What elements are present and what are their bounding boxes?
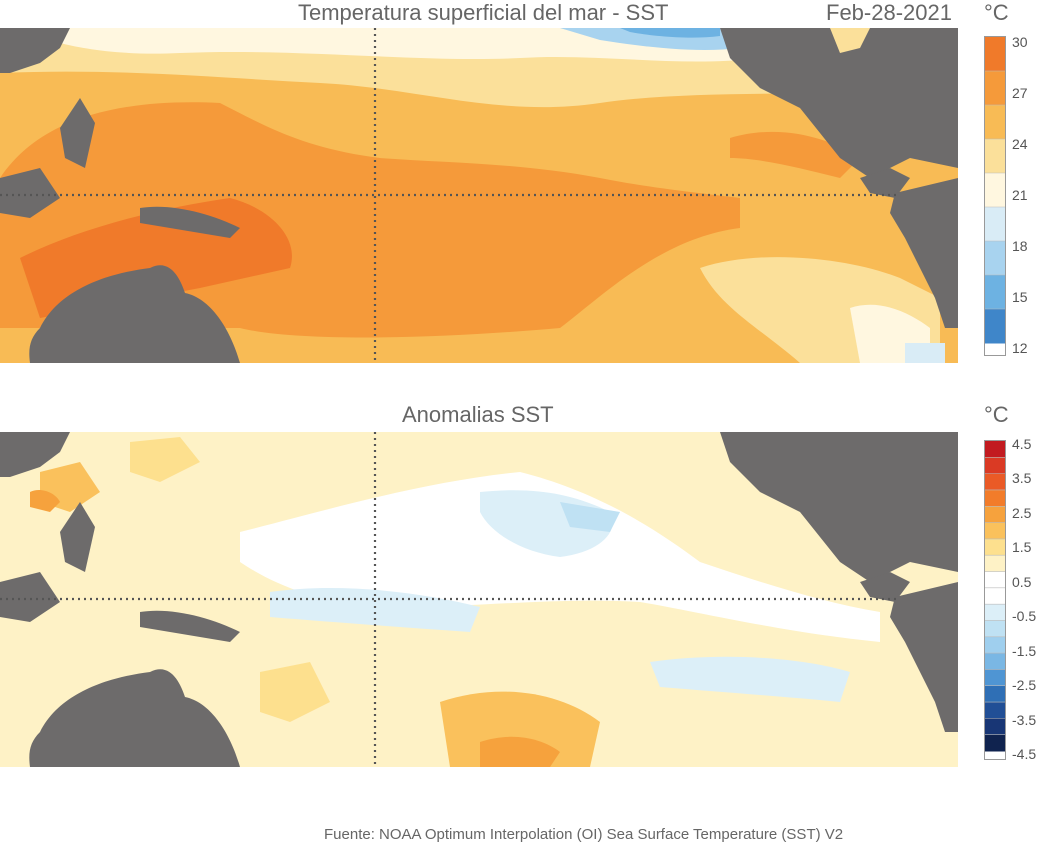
- central-america-landmass: [860, 168, 910, 198]
- colorbar-band: [985, 653, 1005, 670]
- sst-cool-north-band: [60, 28, 760, 62]
- colorbar-band: [985, 309, 1005, 344]
- colorbar-band: [985, 571, 1005, 589]
- colorbar-tick-label: 21: [1012, 187, 1028, 203]
- borneo-landmass: [0, 168, 60, 218]
- colorbar-band: [985, 702, 1005, 719]
- colorbar-tick-label: -3.5: [1012, 711, 1037, 728]
- australia-landmass: [29, 265, 240, 363]
- colorbar-tick-label: -1.5: [1012, 642, 1037, 659]
- colorbar-tick-label: 15: [1012, 289, 1028, 305]
- colorbar-band: [985, 587, 1005, 605]
- north-america-landmass: [720, 28, 958, 178]
- asia-landmass: [0, 28, 70, 73]
- colorbar-band: [985, 207, 1005, 242]
- colorbar-tick-label: 4.5: [1012, 436, 1032, 452]
- colorbar-tick-label: 24: [1012, 136, 1028, 152]
- gulf-of-mexico-water: [830, 28, 870, 53]
- colorbar-tick-label: 30: [1012, 34, 1028, 50]
- sst-map-title: Temperatura superficial del mar - SST: [298, 0, 669, 25]
- sst-unit-label: °C: [984, 0, 1009, 25]
- south-america-landmass: [890, 178, 958, 328]
- australia-landmass: [29, 669, 240, 767]
- colorbar-band: [985, 105, 1005, 140]
- colorbar-band: [985, 604, 1005, 621]
- central-america-landmass: [860, 572, 910, 602]
- colorbar-band: [985, 538, 1005, 556]
- colorbar-tick-label: -0.5: [1012, 608, 1037, 625]
- colorbar-band: [985, 734, 1005, 752]
- anomaly-warm-south-pacific-core: [480, 736, 560, 767]
- colorbar-band: [985, 555, 1005, 573]
- colorbar-tick-label: 27: [1012, 85, 1028, 101]
- colorbar-tick-label: 3.5: [1012, 470, 1032, 487]
- new-guinea-landmass: [140, 206, 240, 238]
- colorbar-band: [985, 636, 1005, 654]
- colorbar-band: [985, 685, 1005, 703]
- colorbar-band: [985, 37, 1005, 72]
- sst-central-america-warm: [730, 131, 860, 178]
- colorbar-tick-label: 1.5: [1012, 539, 1032, 556]
- map-date: Feb-28-2021: [826, 0, 952, 25]
- anomaly-unit-label: °C: [984, 402, 1009, 427]
- philippines-landmass: [60, 502, 95, 572]
- colorbar-band: [985, 718, 1005, 736]
- sst-cold-southeast-corner: [905, 343, 945, 363]
- colorbar-tick-label: -4.5: [1012, 746, 1037, 762]
- colorbar-band: [985, 506, 1005, 524]
- north-america-landmass: [720, 432, 958, 582]
- south-america-landmass: [890, 582, 958, 732]
- colorbar-band: [985, 669, 1005, 687]
- colorbar-band: [985, 457, 1005, 475]
- colorbar-band: [985, 522, 1005, 540]
- colorbar-band: [985, 71, 1005, 106]
- borneo-landmass: [0, 572, 60, 622]
- colorbar-tick-label: 12: [1012, 340, 1028, 356]
- data-source-credit: Fuente: NOAA Optimum Interpolation (OI) …: [324, 826, 844, 843]
- anomaly-map-title: Anomalias SST: [402, 402, 554, 427]
- sst-coldest-north-patch: [620, 28, 720, 38]
- asia-landmass: [0, 432, 70, 477]
- anomaly-map: [0, 432, 958, 767]
- new-guinea-landmass: [140, 610, 240, 642]
- colorbar-band: [985, 441, 1005, 458]
- colorbar-band: [985, 173, 1005, 208]
- colorbar-band: [985, 139, 1005, 174]
- colorbar-tick-label: -2.5: [1012, 677, 1037, 694]
- anomaly-cool-southeast: [650, 656, 850, 702]
- colorbar-tick-label: 18: [1012, 238, 1028, 254]
- anomaly-warm-south-china-sea: [30, 490, 60, 512]
- sst-colorbar: [984, 36, 1006, 356]
- philippines-landmass: [60, 98, 95, 168]
- colorbar-band: [985, 473, 1005, 491]
- colorbar-tick-label: 2.5: [1012, 504, 1032, 521]
- sst-map: [0, 28, 958, 363]
- colorbar-band: [985, 489, 1005, 507]
- anomaly-cooler-patch: [560, 502, 620, 532]
- colorbar-band: [985, 275, 1005, 310]
- colorbar-tick-label: 0.5: [1012, 573, 1032, 590]
- colorbar-band: [985, 241, 1005, 276]
- colorbar-band: [985, 620, 1005, 638]
- anomaly-colorbar: [984, 440, 1006, 760]
- anomaly-warm-north-pacific-a: [130, 437, 200, 482]
- anomaly-warm-south-pacific-a: [260, 662, 330, 722]
